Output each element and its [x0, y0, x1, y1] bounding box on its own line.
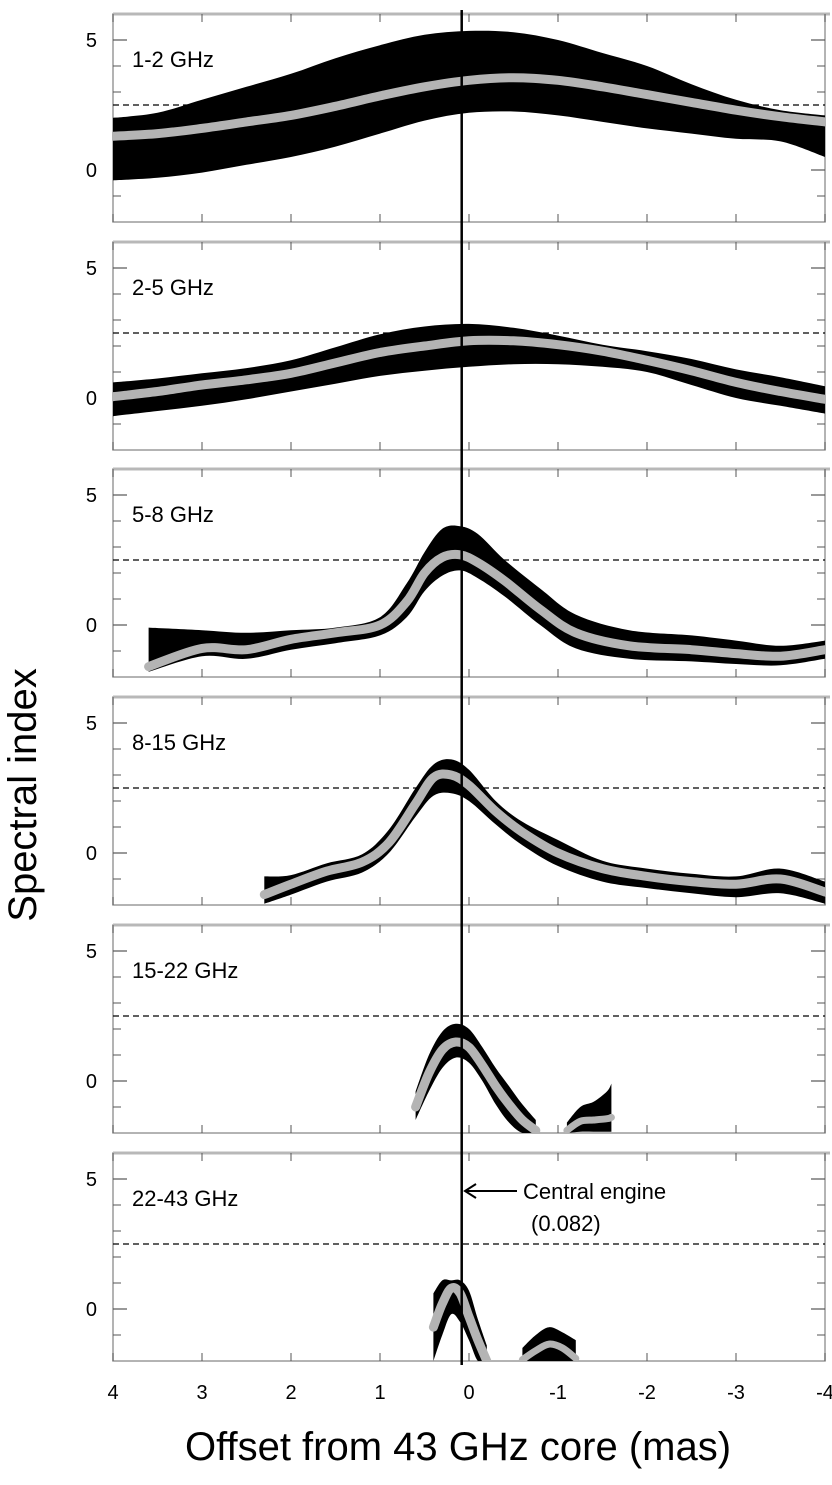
y-tick-label: 0 [86, 615, 97, 637]
panel-data [113, 323, 825, 417]
x-tick-label: 1 [374, 1382, 385, 1404]
mean-curve-secondary [563, 1113, 615, 1133]
band-label: 1-2 GHz [132, 47, 214, 72]
mean-curve [113, 335, 825, 404]
y-tick-label: 5 [86, 713, 97, 735]
y-tick-label: 5 [86, 485, 97, 507]
y-tick-label: 0 [86, 388, 97, 410]
band-label: 22-43 GHz [132, 1186, 238, 1211]
y-tick-label: 5 [86, 258, 97, 280]
x-tick-label: -3 [727, 1382, 745, 1404]
panel-data [113, 1243, 825, 1361]
panel-22-43-ghz: 0 5 22-43 GHz [86, 1151, 830, 1362]
panel-data [113, 30, 825, 181]
y-tick-label: 5 [86, 941, 97, 963]
mean-curve [113, 73, 825, 141]
y-tick-label: 0 [86, 843, 97, 865]
band-label: 8-15 GHz [132, 730, 226, 755]
panels-group: 0 5 1-2 GHz 0 5 2-5 GHz 0 5 5-8 GHz 0 5 8-15 GHz 0 5 1… [86, 12, 830, 1362]
x-tick-label: -2 [638, 1382, 656, 1404]
central-engine-annotation: Central engine (0.082) [463, 1179, 666, 1236]
annotation-value: (0.082) [531, 1211, 601, 1236]
panel-1-2-ghz: 0 5 1-2 GHz [86, 12, 830, 223]
x-tick-label: -1 [549, 1382, 567, 1404]
panel-data [113, 1015, 825, 1133]
panel-15-22-ghz: 0 5 15-22 GHz [86, 923, 830, 1134]
y-tick-label: 0 [86, 1071, 97, 1093]
y-tick-label: 0 [86, 160, 97, 182]
panel-data [113, 525, 825, 672]
annotation-arrow-head [463, 1183, 477, 1199]
panel-data [113, 759, 825, 904]
band-label: 15-22 GHz [132, 958, 238, 983]
mean-curve [428, 1283, 492, 1361]
mean-curve [411, 1037, 541, 1133]
y-axis-label: Spectral index [1, 668, 45, 921]
x-tick-label: 2 [285, 1382, 296, 1404]
mean-curve [144, 549, 825, 672]
x-tick-label: -4 [816, 1382, 832, 1404]
y-tick-label: 5 [86, 30, 97, 52]
x-tick-label: 0 [463, 1382, 474, 1404]
x-tick-label: 3 [196, 1382, 207, 1404]
y-tick-label: 0 [86, 1299, 97, 1321]
error-band [264, 759, 825, 904]
annotation-label: Central engine [523, 1179, 666, 1204]
band-label: 2-5 GHz [132, 275, 214, 300]
x-tick-label: 4 [107, 1382, 118, 1404]
panel-8-15-ghz: 0 5 8-15 GHz [86, 695, 830, 906]
mean-curve-secondary [518, 1340, 580, 1361]
x-axis: 4 3 2 1 0 -1 -2 -3 -4 [107, 1382, 832, 1404]
panel-5-8-ghz: 0 5 5-8 GHz [86, 467, 830, 678]
y-tick-label: 5 [86, 1169, 97, 1191]
mean-curve [259, 769, 825, 900]
x-axis-label: Offset from 43 GHz core (mas) [185, 1425, 731, 1469]
panel-2-5-ghz: 0 5 2-5 GHz [86, 240, 830, 451]
band-label: 5-8 GHz [132, 502, 214, 527]
